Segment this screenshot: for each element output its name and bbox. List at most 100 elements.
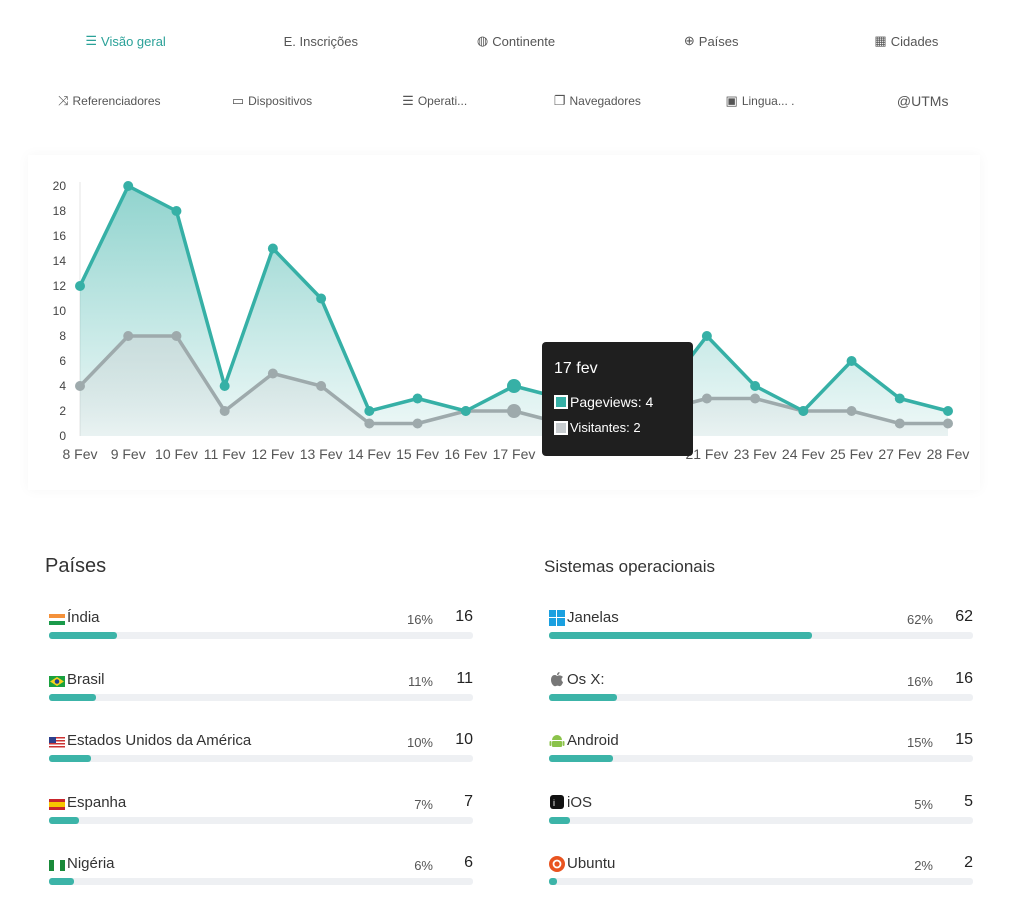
tab-devices[interactable]: ▭ Dispositivos <box>191 93 354 109</box>
progress-track <box>49 816 473 824</box>
os-row[interactable]: i iOS 5% 5 <box>549 792 973 832</box>
flag-brazil-icon <box>49 674 65 687</box>
progress-fill <box>49 693 96 701</box>
item-label: Android <box>567 732 619 749</box>
os-row[interactable]: Ubuntu 2% 2 <box>549 853 973 893</box>
data-point <box>412 418 423 429</box>
progress-fill <box>49 755 92 762</box>
data-point <box>219 381 230 391</box>
tab-utms[interactable]: @UTMs <box>841 93 1004 109</box>
item-label-wrap: Nigéria <box>49 855 115 872</box>
item-label: Ubuntu <box>567 855 616 872</box>
tooltip-row-visitors: Visitantes: 2 <box>554 420 681 435</box>
progress-fill <box>549 878 558 885</box>
item-label-wrap: Estados Unidos da América <box>49 732 251 749</box>
item-percentage: 11% <box>407 673 433 689</box>
x-tick-label: 23 Fev <box>734 446 777 462</box>
globe-icon: ◍ <box>476 33 489 48</box>
data-point <box>750 393 761 404</box>
secondary-tabs: ⤨ Referenciadores ▭ Dispositivos ☰ Opera… <box>28 78 1004 124</box>
data-point <box>267 368 278 379</box>
item-percentage: 6% <box>414 858 433 873</box>
data-point <box>846 356 857 366</box>
y-tick-label: 14 <box>53 254 67 268</box>
data-point <box>364 418 375 429</box>
country-row[interactable]: Espanha 7% 7 <box>49 792 473 832</box>
tab-overview[interactable]: ☰ Visão geral <box>28 33 223 49</box>
flag-india-icon <box>49 612 65 625</box>
tab-label: Visão geral <box>101 33 166 49</box>
os-row[interactable]: Janelas 62% 62 <box>549 607 973 647</box>
android-icon <box>549 733 565 749</box>
item-count: 5 <box>964 792 973 810</box>
y-tick-label: 12 <box>53 279 67 293</box>
data-point <box>267 243 278 254</box>
item-label-wrap: Os X: <box>549 671 605 688</box>
item-count: 11 <box>456 669 473 687</box>
item-label: iOS <box>567 793 593 811</box>
progress-track <box>549 816 973 824</box>
progress-track <box>549 632 973 639</box>
data-point <box>316 293 327 304</box>
tab-countries[interactable]: ⊕ Países <box>614 33 809 49</box>
data-point <box>123 181 134 191</box>
item-label-wrap: Ubuntu <box>549 855 615 872</box>
flag-nigeria-icon <box>49 858 65 871</box>
countries-panel: Países Índia 16% 16 Brasil 11% 11 Estados Unid… <box>28 535 493 906</box>
tab-label: Cidades <box>890 33 939 49</box>
data-point <box>507 379 521 393</box>
tab-subscriptions[interactable]: E. Inscrições <box>223 34 418 49</box>
country-row[interactable]: Estados Unidos da América 10% 10 <box>49 730 473 770</box>
progress-fill <box>549 755 613 762</box>
tab-continent[interactable]: ◍ Continente <box>418 33 613 49</box>
globe-icon: ⊕ <box>683 33 695 48</box>
x-tick-label: 15 Fev <box>396 446 439 462</box>
x-tick-label: 10 Fev <box>155 446 198 462</box>
item-percentage: 2% <box>914 858 933 873</box>
item-count: 6 <box>464 854 473 871</box>
tab-browsers[interactable]: ❐ Navegadores <box>516 93 679 109</box>
country-row[interactable]: Índia 16% 16 <box>49 607 473 647</box>
item-label-wrap: Espanha <box>49 794 126 811</box>
tab-languages[interactable]: ▣ Lingua... . <box>679 93 842 109</box>
progress-fill <box>549 693 617 701</box>
data-point <box>846 406 857 416</box>
item-percentage: 62% <box>906 612 933 627</box>
item-percentage: 7% <box>414 796 433 812</box>
tab-label: Navegadores <box>569 94 641 108</box>
data-point <box>171 331 182 341</box>
language-icon: ▣ <box>725 93 738 108</box>
os-row[interactable]: Android 15% 15 <box>549 730 973 770</box>
country-row[interactable]: Brasil 11% 11 <box>49 669 473 709</box>
os-row[interactable]: Os X: 16% 16 <box>549 669 973 709</box>
item-percentage: 16% <box>406 612 433 627</box>
svg-text:i: i <box>553 798 555 808</box>
x-tick-label: 17 Fev <box>493 446 536 462</box>
item-label-wrap: Android <box>549 732 619 749</box>
y-tick-label: 20 <box>53 179 67 193</box>
progress-track <box>49 878 473 885</box>
data-point <box>75 281 85 291</box>
windows-icon <box>549 609 565 626</box>
y-tick-label: 10 <box>53 304 67 318</box>
country-row[interactable]: Nigéria 6% 6 <box>49 853 473 893</box>
item-percentage: 10% <box>406 735 433 750</box>
progress-track <box>549 878 973 885</box>
x-tick-label: 28 Fev <box>927 446 970 462</box>
item-label: Espanha <box>67 793 127 811</box>
tab-operating-systems[interactable]: ☰ Operati... <box>353 93 516 109</box>
item-label: Nigéria <box>67 855 115 872</box>
item-label-wrap: Janelas <box>549 609 619 626</box>
tab-label: Dispositivos <box>248 94 313 108</box>
data-point <box>943 418 953 429</box>
series-area-pageviews <box>80 186 948 436</box>
x-tick-label: 27 Fev <box>878 446 921 462</box>
tab-label: Lingua... . <box>741 94 795 108</box>
main-tabs: ☰ Visão geral E. Inscrições ◍ Continente… <box>28 18 1004 64</box>
tab-referrers[interactable]: ⤨ Referenciadores <box>28 93 191 109</box>
x-tick-label: 11 Fev <box>204 446 246 462</box>
pageviews-swatch <box>554 395 568 409</box>
countries-title: Países <box>45 555 107 577</box>
data-point <box>460 406 471 416</box>
tab-cities[interactable]: ▦ Cidades <box>809 33 1004 49</box>
